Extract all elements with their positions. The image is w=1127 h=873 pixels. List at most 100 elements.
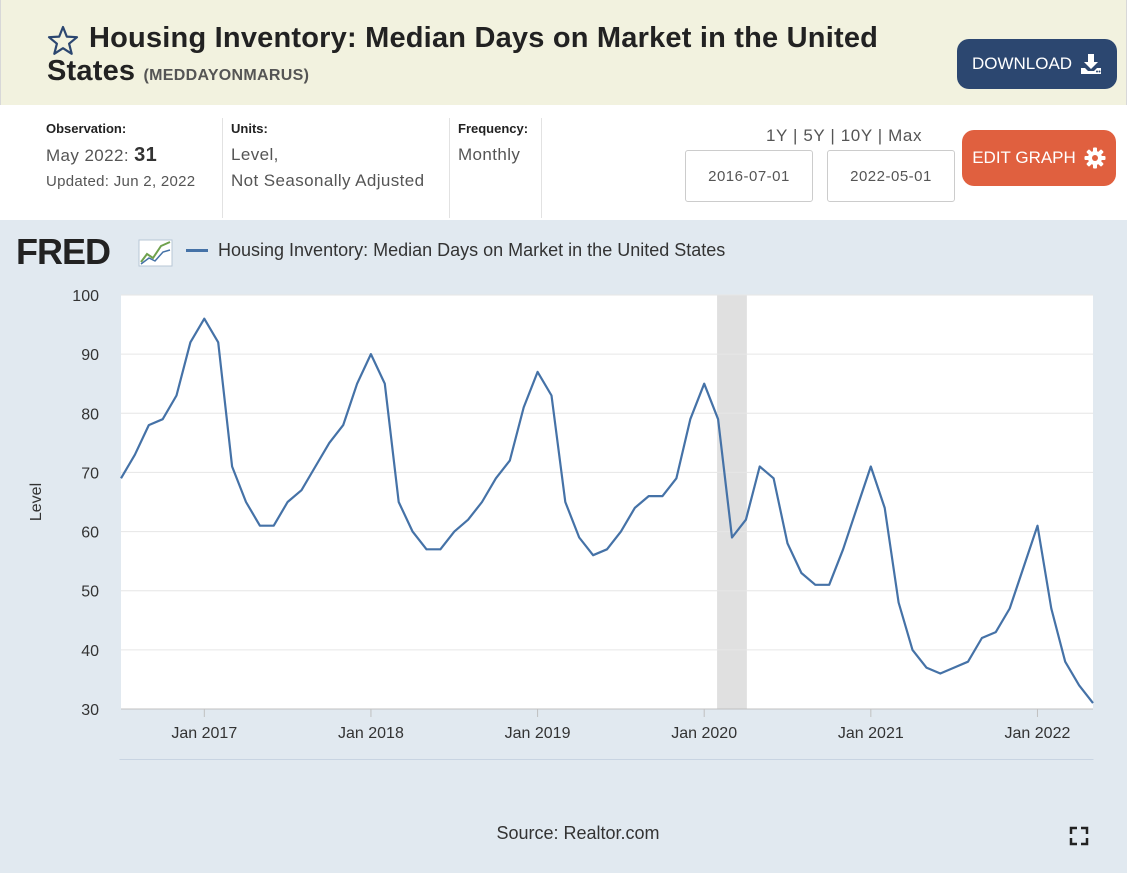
star-outline-icon[interactable]: [47, 25, 79, 57]
data-point-2022-02: [1049, 606, 1054, 611]
data-point-2021-04: [910, 647, 915, 652]
data-point-2021-10: [993, 630, 998, 635]
fullscreen-icon[interactable]: [1069, 826, 1089, 846]
observation-row: May 2022: 31: [46, 142, 195, 169]
data-point-2018-08: [466, 517, 471, 522]
data-point-2022-04: [1077, 683, 1082, 688]
data-point-2017-03: [230, 464, 235, 469]
x-tick-label-2020-01: Jan 2020: [671, 725, 737, 742]
range-1y[interactable]: 1Y: [766, 126, 788, 145]
download-icon: [1081, 54, 1102, 74]
source-note: Source: Realtor.com: [496, 823, 660, 843]
edit-graph-button[interactable]: EDIT GRAPH: [962, 130, 1116, 186]
y-tick-label-90: 90: [81, 347, 99, 364]
y-tick-label-50: 50: [81, 584, 99, 601]
start-date-input[interactable]: [685, 150, 813, 202]
data-point-2022-01: [1035, 523, 1040, 528]
title-block: Housing Inventory: Median Days on Market…: [47, 22, 947, 92]
data-point-2018-10: [493, 476, 498, 481]
data-point-2019-10: [660, 494, 665, 499]
fred-logo-text: FRED: [16, 232, 110, 272]
data-point-2021-08: [966, 659, 971, 664]
data-point-2021-12: [1021, 565, 1026, 570]
data-point-2016-12: [188, 340, 193, 345]
data-point-2021-07: [952, 665, 957, 670]
updated-date: Updated: Jun 2, 2022: [46, 173, 196, 190]
data-point-2018-02: [382, 381, 387, 386]
range-max[interactable]: Max: [888, 126, 923, 145]
legend-swatch: [186, 249, 208, 252]
data-point-2021-11: [1007, 606, 1012, 611]
series-header: Housing Inventory: Median Days on Market…: [0, 0, 1127, 105]
data-point-2020-10: [827, 582, 832, 587]
data-point-2017-01: [202, 316, 207, 321]
page-title-text: Housing Inventory: Median Days on Market…: [47, 22, 879, 87]
x-tick-label-2018-01: Jan 2018: [338, 725, 404, 742]
data-point-2020-06: [771, 476, 776, 481]
data-point-2018-04: [410, 529, 415, 534]
data-point-2017-07: [285, 500, 290, 505]
range-5y[interactable]: 5Y: [803, 126, 826, 145]
series-id: (MEDDAYONMARUS): [143, 67, 310, 84]
fred-logo: FRED: [16, 232, 173, 272]
y-tick-label-40: 40: [81, 643, 99, 660]
y-tick-label-80: 80: [81, 406, 99, 423]
data-point-2018-07: [452, 529, 457, 534]
data-point-2021-03: [896, 600, 901, 605]
data-point-2018-06: [438, 547, 443, 552]
frequency-label: Frequency:: [458, 121, 529, 136]
x-tick-label-2022-01: Jan 2022: [1005, 725, 1071, 742]
data-point-2019-09: [646, 494, 651, 499]
data-point-2020-04: [743, 517, 748, 522]
data-point-2019-02: [549, 393, 554, 398]
y-tick-label-70: 70: [81, 465, 99, 482]
data-point-2020-11: [841, 547, 846, 552]
download-button[interactable]: DOWNLOAD: [957, 39, 1117, 89]
y-tick-label-60: 60: [81, 525, 99, 542]
units-label: Units:: [231, 121, 268, 136]
data-point-2019-08: [632, 505, 637, 510]
data-point-2022-03: [1063, 659, 1068, 664]
data-point-2016-11: [174, 393, 179, 398]
units-column: Units: Level, Not Seasonally Adjusted: [222, 118, 450, 218]
data-point-2020-05: [757, 464, 762, 469]
data-point-2019-05: [591, 553, 596, 558]
end-date-input[interactable]: [827, 150, 955, 202]
y-tick-label-30: 30: [81, 702, 99, 719]
meta-divider: [541, 118, 542, 218]
y-axis-title: Level: [28, 483, 45, 521]
plot-background: [121, 295, 1093, 709]
data-point-2020-01: [702, 381, 707, 386]
data-point-2019-11: [674, 476, 679, 481]
data-point-2018-11: [507, 458, 512, 463]
data-point-2018-12: [521, 405, 526, 410]
data-point-2018-05: [424, 547, 429, 552]
data-point-2022-05: [1091, 701, 1096, 706]
data-point-2021-01: [868, 464, 873, 469]
units-line-1: Level,: [231, 145, 279, 164]
data-point-2016-10: [160, 417, 165, 422]
data-point-2017-11: [341, 423, 346, 428]
chart-legend[interactable]: Housing Inventory: Median Days on Market…: [186, 240, 725, 261]
observation-value: 31: [134, 144, 158, 166]
data-point-2016-09: [146, 423, 151, 428]
data-point-2017-06: [271, 523, 276, 528]
data-point-2017-12: [355, 381, 360, 386]
main-chart[interactable]: 30 40 50 60 70 80 90 100 Jan 2017 Jan 2018 Jan 201…: [0, 220, 1127, 760]
range-10y[interactable]: 10Y: [840, 126, 873, 145]
data-point-2020-12: [854, 505, 859, 510]
series-line: [120, 317, 1094, 704]
data-point-2020-08: [799, 570, 804, 575]
y-tick-label-100: 100: [72, 288, 99, 305]
data-point-2020-07: [785, 541, 790, 546]
edit-graph-label: EDIT GRAPH: [972, 148, 1076, 167]
page-title: Housing Inventory: Median Days on Market…: [47, 22, 947, 92]
x-tick-label-2019-01: Jan 2019: [505, 725, 571, 742]
legend-label: Housing Inventory: Median Days on Market…: [218, 240, 726, 260]
x-tick-label-2021-01: Jan 2021: [838, 725, 904, 742]
observation-label: Observation:: [46, 121, 127, 136]
data-point-2017-04: [243, 500, 248, 505]
data-point-2021-09: [979, 636, 984, 641]
observation-column: Observation: May 2022: 31 Updated: Jun 2…: [46, 121, 195, 190]
data-point-2019-03: [563, 500, 568, 505]
